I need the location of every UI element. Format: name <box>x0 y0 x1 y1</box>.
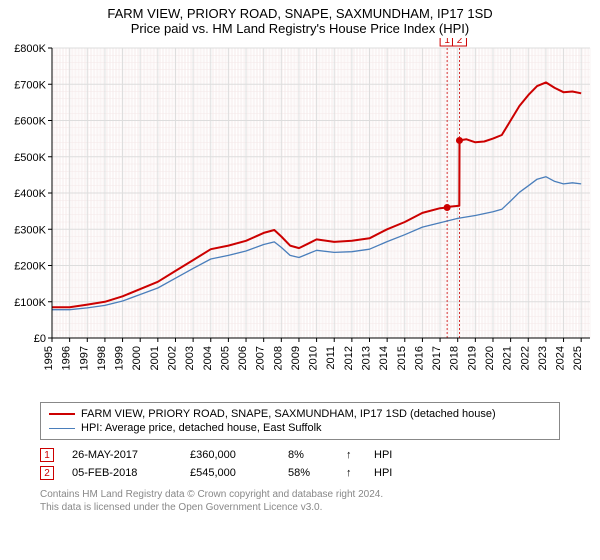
svg-text:2003: 2003 <box>184 346 196 370</box>
chart-title-1: FARM VIEW, PRIORY ROAD, SNAPE, SAXMUNDHA… <box>0 6 600 21</box>
svg-text:2: 2 <box>457 38 463 46</box>
svg-text:1999: 1999 <box>114 346 126 370</box>
chart-area: 12 £0 £100K £200K £300K £400K £500K £600K £700K £… <box>0 38 600 398</box>
svg-text:1998: 1998 <box>96 346 108 370</box>
svg-text:2015: 2015 <box>396 346 408 370</box>
sale-row: 1 26-MAY-2017 £360,000 8% ↑ HPI <box>40 446 560 464</box>
legend-row: FARM VIEW, PRIORY ROAD, SNAPE, SAXMUNDHA… <box>49 407 551 421</box>
sale-vs-label: HPI <box>374 467 392 479</box>
footnote-line-1: Contains HM Land Registry data © Crown c… <box>40 488 560 501</box>
svg-text:2005: 2005 <box>219 346 231 370</box>
sale-price: £360,000 <box>190 449 270 461</box>
svg-text:2001: 2001 <box>149 346 161 370</box>
price-chart: 12 £0 £100K £200K £300K £400K £500K £600K £700K £… <box>0 38 600 398</box>
svg-text:£100K: £100K <box>14 297 46 309</box>
svg-text:2016: 2016 <box>413 346 425 370</box>
sale-pct: 58% <box>288 467 328 479</box>
svg-text:2020: 2020 <box>484 346 496 370</box>
svg-text:2019: 2019 <box>466 346 478 370</box>
sale-vs-label: HPI <box>374 449 392 461</box>
legend-swatch <box>49 428 75 429</box>
svg-text:2000: 2000 <box>131 346 143 370</box>
sale-date: 26-MAY-2017 <box>72 449 172 461</box>
svg-text:2009: 2009 <box>290 346 302 370</box>
svg-text:£700K: £700K <box>14 79 46 91</box>
svg-text:£400K: £400K <box>14 188 46 200</box>
up-arrow-icon: ↑ <box>346 467 356 479</box>
svg-text:2023: 2023 <box>537 346 549 370</box>
sale-marker-badge: 2 <box>40 466 54 480</box>
svg-text:£200K: £200K <box>14 261 46 273</box>
svg-text:2022: 2022 <box>519 346 531 370</box>
svg-text:2017: 2017 <box>431 346 443 370</box>
up-arrow-icon: ↑ <box>346 449 356 461</box>
svg-text:£600K: £600K <box>14 116 46 128</box>
svg-text:2002: 2002 <box>166 346 178 370</box>
svg-text:2007: 2007 <box>255 346 267 370</box>
sale-row: 2 05-FEB-2018 £545,000 58% ↑ HPI <box>40 464 560 482</box>
svg-text:2013: 2013 <box>361 346 373 370</box>
footnote-line-2: This data is licensed under the Open Gov… <box>40 501 560 514</box>
svg-text:1997: 1997 <box>78 346 90 370</box>
svg-text:1996: 1996 <box>61 346 73 370</box>
svg-text:1: 1 <box>444 38 450 46</box>
svg-text:2012: 2012 <box>343 346 355 370</box>
svg-text:2024: 2024 <box>555 346 567 370</box>
svg-text:£0: £0 <box>34 333 46 345</box>
svg-text:2011: 2011 <box>325 346 337 370</box>
svg-text:£800K: £800K <box>14 43 46 55</box>
svg-text:2021: 2021 <box>502 346 514 370</box>
legend-label: FARM VIEW, PRIORY ROAD, SNAPE, SAXMUNDHA… <box>81 408 496 420</box>
svg-text:2025: 2025 <box>572 346 584 370</box>
sale-date: 05-FEB-2018 <box>72 467 172 479</box>
chart-title-block: FARM VIEW, PRIORY ROAD, SNAPE, SAXMUNDHA… <box>0 0 600 38</box>
sale-price: £545,000 <box>190 467 270 479</box>
sale-pct: 8% <box>288 449 328 461</box>
svg-text:£500K: £500K <box>14 152 46 164</box>
legend-row: HPI: Average price, detached house, East… <box>49 421 551 435</box>
svg-text:2018: 2018 <box>449 346 461 370</box>
svg-text:2006: 2006 <box>237 346 249 370</box>
svg-text:2014: 2014 <box>378 346 390 370</box>
legend-swatch <box>49 413 75 415</box>
chart-title-2: Price paid vs. HM Land Registry's House … <box>0 21 600 36</box>
footnote: Contains HM Land Registry data © Crown c… <box>40 488 560 514</box>
sales-table: 1 26-MAY-2017 £360,000 8% ↑ HPI 2 05-FEB-2018 £5… <box>40 446 560 482</box>
svg-text:1995: 1995 <box>43 346 55 370</box>
legend-label: HPI: Average price, detached house, East… <box>81 422 322 434</box>
svg-text:2010: 2010 <box>308 346 320 370</box>
svg-text:2004: 2004 <box>202 346 214 370</box>
svg-text:2008: 2008 <box>272 346 284 370</box>
sale-marker-badge: 1 <box>40 448 54 462</box>
svg-text:£300K: £300K <box>14 224 46 236</box>
legend: FARM VIEW, PRIORY ROAD, SNAPE, SAXMUNDHA… <box>40 402 560 440</box>
